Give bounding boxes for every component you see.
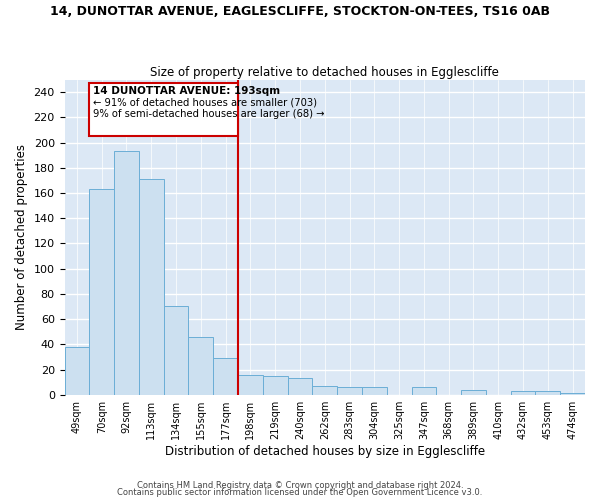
Text: 9% of semi-detached houses are larger (68) →: 9% of semi-detached houses are larger (6… [93,108,325,118]
Bar [188,336,213,394]
Bar [313,386,337,394]
Bar [362,387,387,394]
Text: ← 91% of detached houses are smaller (703): ← 91% of detached houses are smaller (70… [93,98,317,108]
Bar [89,84,238,136]
Bar [139,179,164,394]
Bar [535,391,560,394]
Text: Contains HM Land Registry data © Crown copyright and database right 2024.: Contains HM Land Registry data © Crown c… [137,480,463,490]
X-axis label: Distribution of detached houses by size in Egglescliffe: Distribution of detached houses by size … [165,444,485,458]
Bar [287,378,313,394]
Bar [114,152,139,394]
Text: 14 DUNOTTAR AVENUE: 193sqm: 14 DUNOTTAR AVENUE: 193sqm [93,86,280,96]
Bar [461,390,486,394]
Text: Contains public sector information licensed under the Open Government Licence v3: Contains public sector information licen… [118,488,482,497]
Title: Size of property relative to detached houses in Egglescliffe: Size of property relative to detached ho… [151,66,499,78]
Text: 14, DUNOTTAR AVENUE, EAGLESCLIFFE, STOCKTON-ON-TEES, TS16 0AB: 14, DUNOTTAR AVENUE, EAGLESCLIFFE, STOCK… [50,5,550,18]
Bar [238,374,263,394]
Y-axis label: Number of detached properties: Number of detached properties [15,144,28,330]
Bar [89,190,114,394]
Bar [337,387,362,394]
Bar [164,306,188,394]
Bar [65,347,89,395]
Bar [412,387,436,394]
Bar [213,358,238,395]
Bar [263,376,287,394]
Bar [511,391,535,394]
